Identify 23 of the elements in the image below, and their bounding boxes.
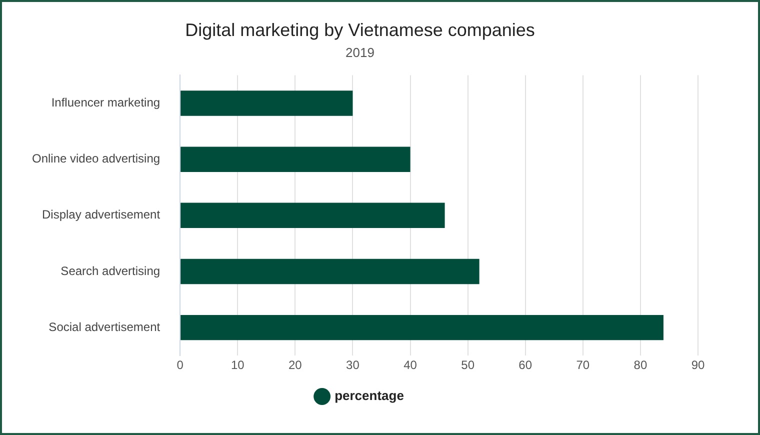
x-tick-label: 0 (176, 358, 184, 372)
bar (180, 258, 480, 284)
x-tick-label: 30 (346, 358, 360, 372)
x-tick-label: 90 (691, 358, 705, 372)
y-tick-label: Search advertising (60, 264, 160, 278)
bar (180, 146, 410, 172)
chart-subtitle: 2019 (346, 44, 374, 60)
y-tick-label: Social advertisement (48, 320, 161, 334)
x-tick-label: 80 (634, 358, 648, 372)
bar (180, 202, 445, 228)
x-tick-label: 60 (518, 358, 532, 372)
legend-label: percentage (334, 388, 404, 404)
x-tick-label: 70 (576, 358, 590, 372)
bar (180, 90, 353, 116)
x-tick-label: 50 (461, 358, 475, 372)
y-tick-label: Display advertisement (42, 208, 161, 222)
x-tick-label: 20 (288, 358, 302, 372)
x-tick-label: 10 (230, 358, 245, 372)
y-tick-label: Influencer marketing (51, 96, 160, 110)
chart-title: Digital marketing by Vietnamese companies (185, 20, 535, 40)
y-tick-label: Online video advertising (32, 152, 160, 166)
x-tick-label: 40 (404, 358, 418, 372)
bar (180, 314, 664, 340)
